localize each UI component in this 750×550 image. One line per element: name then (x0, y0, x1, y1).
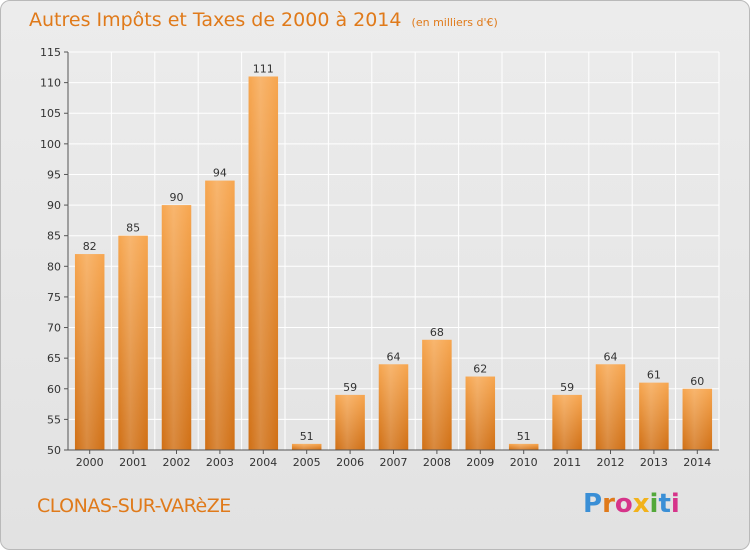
bar-shine (378, 364, 409, 450)
bar-shine (205, 180, 235, 451)
bars: 82 85 90 94 111 51 59 64 68 62 51 59 64 61 60 (74, 62, 713, 451)
axes: 50 55 60 65 70 75 80 85 90 95 100 105 110 115 2000 2001… (40, 46, 719, 469)
data-label: 111 (253, 62, 274, 75)
data-label: 68 (430, 326, 444, 339)
bar-shine (118, 235, 148, 450)
data-label: 51 (300, 430, 314, 443)
chart-title-text: Autres Impôts et Taxes de 2000 à 2014 (29, 9, 402, 31)
data-label: 51 (517, 430, 531, 443)
y-tick-label: 75 (47, 291, 61, 304)
y-tick-label: 55 (47, 413, 61, 426)
x-tick-label: 2014 (683, 456, 711, 469)
bar-shine (248, 76, 279, 450)
x-tick-label: 2005 (293, 456, 321, 469)
x-tick-label: 2009 (466, 456, 494, 469)
bar-shine (422, 339, 452, 450)
data-label: 94 (213, 167, 227, 180)
y-tick-label: 50 (47, 444, 61, 457)
data-label: 60 (690, 375, 704, 388)
data-label: 90 (170, 191, 184, 204)
data-label: 82 (83, 240, 97, 253)
brand-letter: i (670, 489, 680, 519)
x-tick-label: 2010 (510, 456, 538, 469)
y-tick-label: 90 (47, 199, 61, 212)
x-tick-label: 2006 (336, 456, 364, 469)
brand-letter: o (614, 489, 633, 519)
x-tick-label: 2011 (553, 456, 581, 469)
bar-shine (682, 388, 713, 450)
x-tick-label: 2008 (423, 456, 451, 469)
commune-name: CLONAS-SUR-VARèZE (37, 495, 231, 517)
y-tick-label: 70 (47, 322, 61, 335)
y-tick-label: 60 (47, 383, 61, 396)
bar-shine (335, 394, 365, 450)
bar-shine (291, 443, 322, 450)
bar-shine (74, 254, 105, 450)
brand-letter: P (583, 489, 603, 519)
x-tick-label: 2004 (249, 456, 277, 469)
y-tick-label: 85 (47, 230, 61, 243)
y-tick-label: 110 (40, 77, 61, 90)
data-label: 61 (647, 369, 661, 382)
y-tick-label: 115 (40, 46, 61, 59)
brand-letter: x (632, 489, 650, 519)
x-tick-label: 2007 (380, 456, 408, 469)
y-tick-label: 80 (47, 260, 61, 273)
bar-shine (639, 382, 669, 450)
brand-logo: Proxiti (583, 489, 680, 519)
brand-letter: r (602, 489, 615, 519)
brand-letter: t (658, 489, 671, 519)
data-label: 85 (126, 222, 140, 235)
x-tick-label: 2013 (640, 456, 668, 469)
data-label: 59 (343, 381, 357, 394)
x-tick-label: 2012 (597, 456, 625, 469)
x-tick-label: 2001 (119, 456, 147, 469)
chart-unit: (en milliers d'€) (411, 16, 498, 29)
y-tick-label: 100 (40, 138, 61, 151)
chart-title: Autres Impôts et Taxes de 2000 à 2014 (e… (29, 9, 498, 31)
x-tick-label: 2002 (163, 456, 191, 469)
bar-shine (552, 394, 582, 450)
data-label: 59 (560, 381, 574, 394)
data-label: 62 (473, 363, 487, 376)
brand-letter: i (649, 489, 659, 519)
x-tick-label: 2000 (76, 456, 104, 469)
bar-shine (161, 205, 192, 450)
x-tick-label: 2003 (206, 456, 234, 469)
y-tick-label: 105 (40, 107, 61, 120)
bar-shine (508, 443, 539, 450)
bar-shine (465, 376, 496, 450)
y-tick-label: 65 (47, 352, 61, 365)
data-label: 64 (604, 350, 618, 363)
bar-shine (595, 364, 626, 450)
data-label: 64 (387, 350, 401, 363)
y-tick-label: 95 (47, 168, 61, 181)
